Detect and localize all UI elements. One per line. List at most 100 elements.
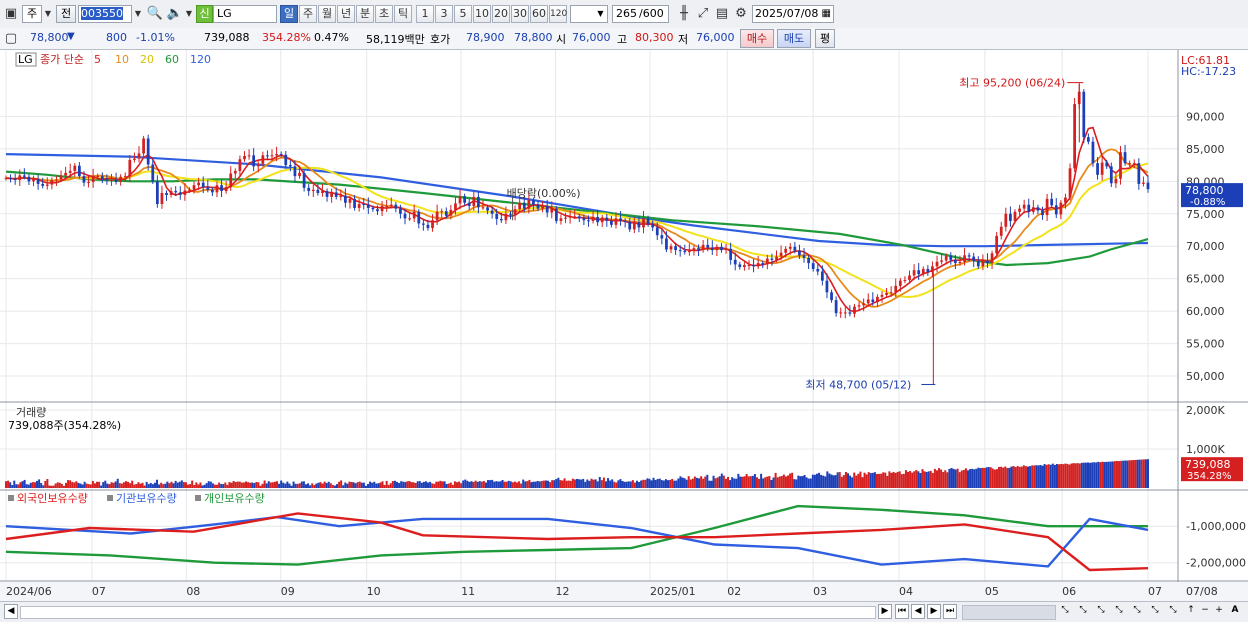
window-icon[interactable]: ▣ — [4, 6, 18, 21]
last-page-icon[interactable]: ⏭ — [943, 604, 957, 619]
volume-bar — [228, 482, 231, 488]
volume-bar — [631, 480, 634, 488]
tool-icon-6[interactable]: ⤡ — [1151, 605, 1159, 615]
tool-icon-4[interactable]: ⤡ — [1115, 605, 1123, 615]
period-unit-select[interactable]: 주 — [22, 5, 42, 23]
zoom-in-icon[interactable]: + — [1215, 605, 1223, 615]
jeon-button[interactable]: 전 — [56, 5, 76, 23]
stock-name-field[interactable]: LG — [213, 5, 277, 23]
volume-bar — [824, 476, 827, 488]
price-change-pct: -1.01% — [136, 31, 175, 44]
first-page-icon[interactable]: ⏮ — [895, 604, 909, 619]
interval-button[interactable]: 3 — [435, 5, 453, 23]
volume-bar — [584, 481, 587, 488]
timeframe-button[interactable]: 년 — [337, 5, 355, 23]
candle-body — [59, 175, 63, 180]
date-value: 2025/07/08 — [755, 7, 819, 20]
next-page-icon[interactable]: ▶ — [927, 604, 941, 619]
interval-dropdown-icon[interactable]: ▼ — [594, 5, 608, 23]
save-icon[interactable]: ▤ — [715, 6, 729, 21]
candle-body — [871, 299, 875, 303]
candle-body — [275, 154, 278, 156]
timeframe-button[interactable]: 초 — [375, 5, 393, 23]
volume-bar — [336, 484, 339, 488]
interval-button[interactable]: 1 — [416, 5, 434, 23]
volume-bar — [795, 479, 798, 488]
timeframe-button[interactable]: 분 — [356, 5, 374, 23]
volume-bar — [567, 480, 570, 488]
gear-icon[interactable]: ⚙ — [735, 6, 747, 21]
candle-body — [1050, 198, 1054, 206]
volume-bar — [195, 482, 198, 488]
sell-button[interactable]: 매도 — [777, 29, 811, 48]
calendar-icon[interactable]: ▦ — [821, 8, 831, 19]
stock-name-value: LG — [217, 7, 232, 20]
zoom-track[interactable] — [962, 605, 1056, 620]
timeframe-button[interactable]: 월 — [318, 5, 336, 23]
candle-body — [976, 261, 980, 267]
eval-button[interactable]: 평 — [815, 29, 835, 48]
prev-page-icon[interactable]: ◀ — [911, 604, 925, 619]
candle-body — [220, 185, 223, 192]
speaker-dropdown-icon[interactable]: ▼ — [185, 9, 193, 18]
volume-bar — [557, 477, 560, 488]
x-tick-label: 09 — [281, 585, 295, 598]
candle-body — [495, 213, 499, 219]
interval-button[interactable]: 60 — [530, 5, 548, 23]
date-input[interactable]: 2025/07/08 ▦ — [752, 5, 834, 23]
tool-icon-1[interactable]: ⤡ — [1061, 605, 1069, 615]
buy-button[interactable]: 매수 — [740, 29, 774, 48]
volume-bar — [1134, 459, 1137, 488]
timeframe-button[interactable]: 주 — [299, 5, 317, 23]
stock-code-input[interactable]: 003550 — [78, 5, 132, 23]
timeframe-button[interactable]: 틱 — [394, 5, 412, 23]
code-dropdown-icon[interactable]: ▼ — [134, 9, 142, 18]
scroll-up-icon[interactable]: ↑ — [1187, 605, 1195, 615]
candle-body — [463, 196, 467, 203]
volume-bar — [27, 484, 30, 488]
timeframe-button[interactable]: 일 — [280, 5, 298, 23]
volume-bar — [667, 480, 670, 488]
zoom-out-icon[interactable]: − — [1201, 605, 1209, 615]
candle-body — [908, 275, 911, 280]
draw-tool-icon[interactable]: ⤢ — [697, 6, 709, 21]
tool-icon-3[interactable]: ⤡ — [1097, 605, 1105, 615]
scroll-track[interactable] — [20, 606, 876, 619]
candle-body — [600, 217, 604, 223]
scroll-left-button[interactable]: ◀ — [4, 604, 18, 619]
volume-bar — [894, 472, 897, 488]
volume-bar — [722, 475, 725, 488]
link-icon[interactable]: ▢ — [4, 31, 18, 46]
volume-bar — [11, 484, 14, 488]
volume-bar — [224, 482, 227, 488]
current-volume-pct-value: 354.28% — [1187, 471, 1232, 482]
ma20-line — [5, 162, 1149, 299]
volume-bar — [911, 472, 914, 488]
count-input[interactable]: 265 — [612, 5, 639, 23]
candle-type-icon[interactable]: ╫ — [680, 6, 688, 21]
volume-bar — [356, 482, 359, 488]
volume-bar — [93, 483, 96, 488]
speaker-icon[interactable]: 🔈 — [166, 6, 184, 21]
scroll-right-button[interactable]: ▶ — [878, 604, 892, 619]
font-size-icon[interactable]: A — [1231, 605, 1239, 615]
candle-body — [1105, 162, 1109, 167]
volume-bar — [207, 481, 210, 488]
interval-button[interactable]: 5 — [454, 5, 472, 23]
interval-button[interactable]: 10 — [473, 5, 491, 23]
chevron-down-icon[interactable]: ▼ — [44, 9, 52, 18]
volume-bar — [660, 480, 663, 488]
volume-bar — [292, 481, 295, 488]
volume-bar — [143, 485, 146, 488]
stock-chart[interactable]: 90,00085,00080,00075,00070,00065,00060,0… — [0, 50, 1248, 601]
tool-icon-7[interactable]: ⤡ — [1169, 605, 1177, 615]
candle-body — [87, 181, 90, 183]
search-icon[interactable]: 🔍 — [146, 6, 164, 21]
volume-bar — [315, 483, 318, 488]
interval-button[interactable]: 120 — [549, 5, 567, 23]
tool-icon-5[interactable]: ⤡ — [1133, 605, 1141, 615]
tool-icon-2[interactable]: ⤡ — [1079, 605, 1087, 615]
volume-bar — [234, 481, 237, 488]
interval-button[interactable]: 20 — [492, 5, 510, 23]
interval-button[interactable]: 30 — [511, 5, 529, 23]
